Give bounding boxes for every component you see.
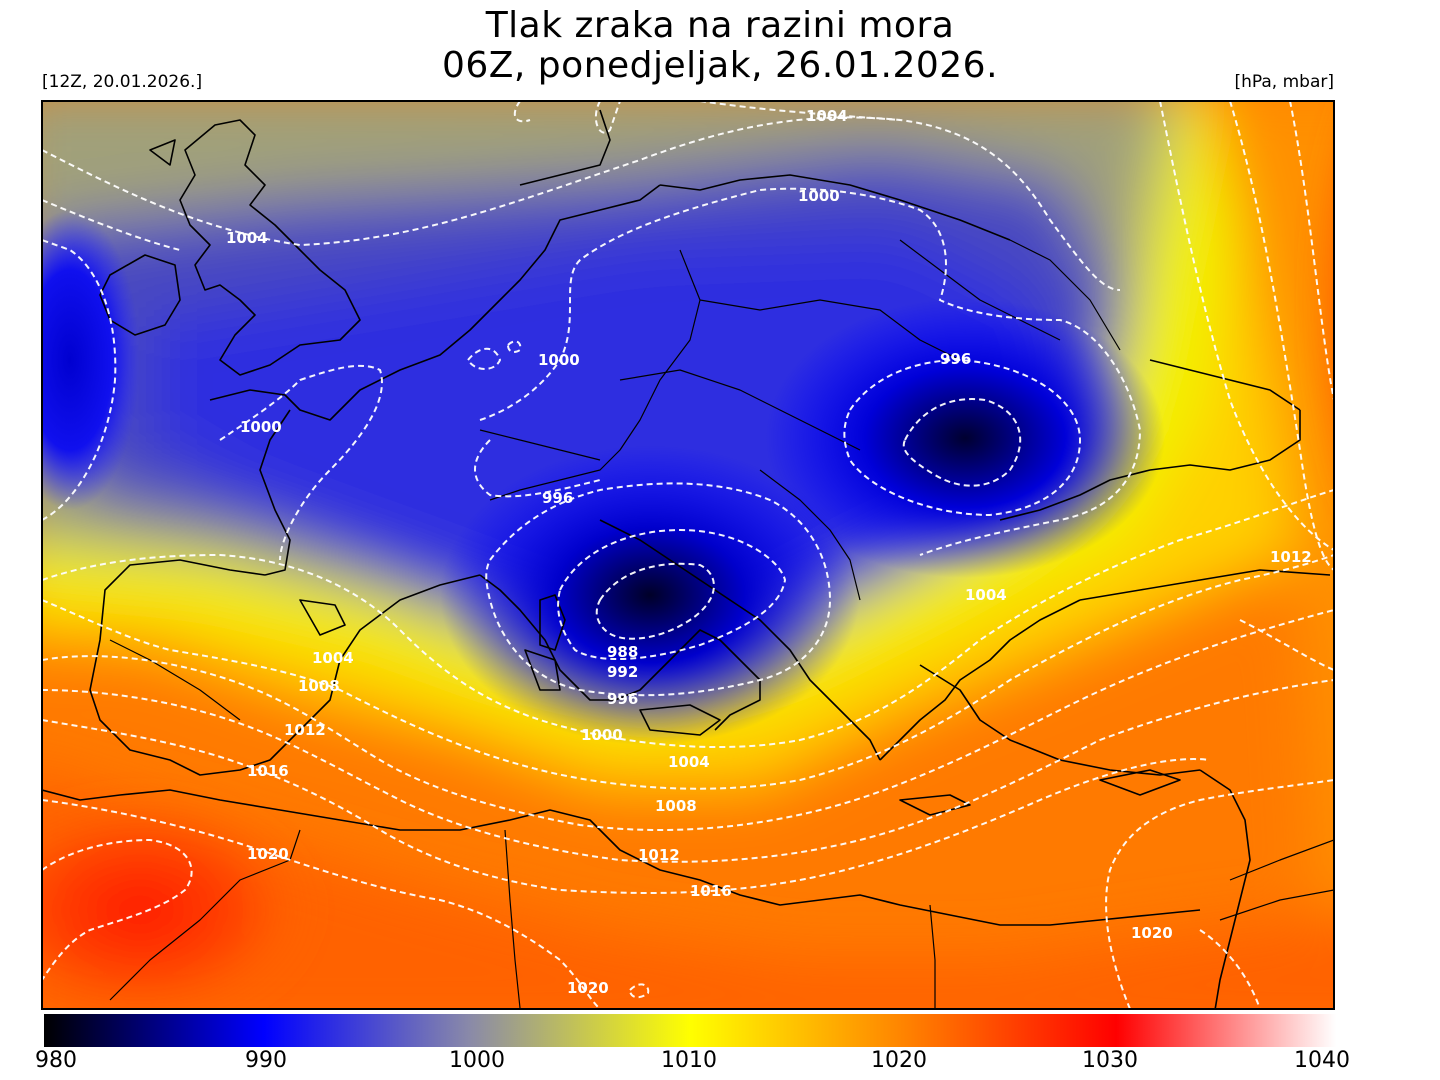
colorbar xyxy=(44,1014,1336,1047)
isobar-label: 1020 xyxy=(567,979,609,997)
isobar-label: 996 xyxy=(607,690,638,708)
isobar-label: 988 xyxy=(607,643,638,661)
isobar-label: 1000 xyxy=(581,726,623,744)
isobar-label: 992 xyxy=(607,663,638,681)
isobar-label: 1000 xyxy=(538,351,580,369)
title-line-1: Tlak zraka na razini mora xyxy=(485,5,955,46)
isobar-labels: 1004 1000 1004 1000 1000 996 996 1012 10… xyxy=(226,107,1312,997)
isobar-label: 1008 xyxy=(298,677,340,695)
coastlines xyxy=(42,109,1334,1009)
model-run-label: [12Z, 20.01.2026.] xyxy=(42,72,203,92)
isobar-label: 1016 xyxy=(690,882,732,900)
isobar-label: 1012 xyxy=(638,846,680,864)
colorbar-tick: 1000 xyxy=(449,1048,505,1073)
isobar-label: 1012 xyxy=(284,721,326,739)
isobar-label: 1004 xyxy=(965,586,1007,604)
isobars xyxy=(42,101,1334,1009)
colorbar-gradient xyxy=(44,1014,1336,1047)
isobar-label: 1000 xyxy=(240,418,282,436)
colorbar-tick: 990 xyxy=(245,1048,287,1073)
isobar-label: 996 xyxy=(940,350,971,368)
isobar-label: 1020 xyxy=(247,845,289,863)
isobar-label: 1020 xyxy=(1131,924,1173,942)
colorbar-tick: 1020 xyxy=(871,1048,927,1073)
isobar-label: 1008 xyxy=(655,797,697,815)
isobar-label: 1016 xyxy=(247,762,289,780)
isobar-label: 1004 xyxy=(226,229,268,247)
page-title: Tlak zraka na razini mora 06Z, ponedjelj… xyxy=(0,6,1440,86)
pressure-field: 1004 1000 1004 1000 1000 996 996 1012 10… xyxy=(42,101,1334,1009)
isobar-label: 1004 xyxy=(806,107,848,125)
title-line-2: 06Z, ponedjeljak, 26.01.2026. xyxy=(441,45,999,86)
isobar-label: 1004 xyxy=(312,649,354,667)
isobar-label: 1000 xyxy=(798,187,840,205)
map-frame xyxy=(41,100,1335,1010)
unit-label: [hPa, mbar] xyxy=(1234,72,1334,92)
colorbar-tick: 980 xyxy=(35,1048,77,1073)
colorbar-tick: 1030 xyxy=(1082,1048,1138,1073)
isobar-label: 1004 xyxy=(668,753,710,771)
colorbar-tick: 1040 xyxy=(1294,1048,1350,1073)
isobar-label: 1012 xyxy=(1270,548,1312,566)
isobar-label: 996 xyxy=(542,489,573,507)
colorbar-tick: 1010 xyxy=(661,1048,717,1073)
